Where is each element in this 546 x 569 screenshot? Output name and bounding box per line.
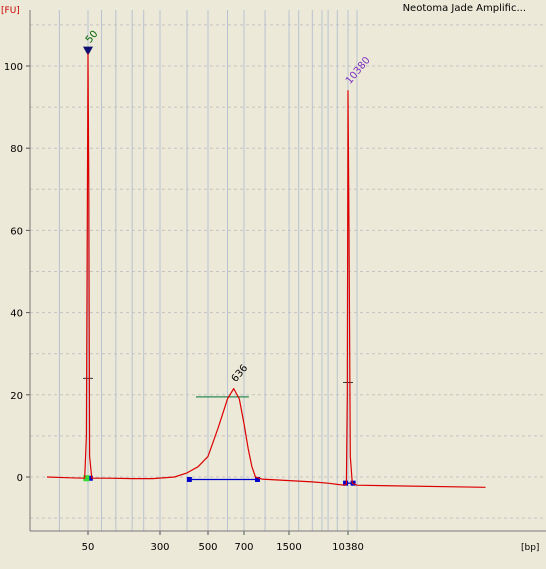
x-tick-label: 50 (82, 542, 95, 553)
y-tick-label: 40 (10, 309, 23, 320)
x-axis-unit: [bp] (521, 543, 539, 553)
x-tick-label: 1500 (276, 542, 301, 553)
x-tick-label: 500 (198, 542, 217, 553)
y-tick-label: 100 (4, 62, 23, 73)
y-tick-label: 20 (10, 391, 23, 402)
y-tick-label: 0 (17, 473, 23, 484)
y-axis-unit: [FU] (1, 6, 20, 16)
x-tick-label: 10380 (332, 542, 364, 553)
x-tick-label: 700 (234, 542, 253, 553)
baseline-end-marker (255, 476, 261, 482)
y-tick-label: 80 (10, 144, 23, 155)
x-tick-label: 300 (150, 542, 169, 553)
baseline-start-marker (186, 476, 192, 482)
grid-layer (26, 10, 546, 535)
trace-layer (46, 53, 486, 488)
plot-background (30, 10, 546, 531)
baseline-end-marker (87, 475, 93, 481)
chart-title: Neotoma Jade Amplific... (403, 3, 526, 14)
y-tick-label: 60 (10, 226, 23, 237)
lower-marker-triangle-icon (83, 46, 93, 56)
baseline-start-marker (343, 480, 349, 486)
lower-marker-start-dot (83, 475, 90, 482)
electropherogram-trace (46, 53, 486, 488)
